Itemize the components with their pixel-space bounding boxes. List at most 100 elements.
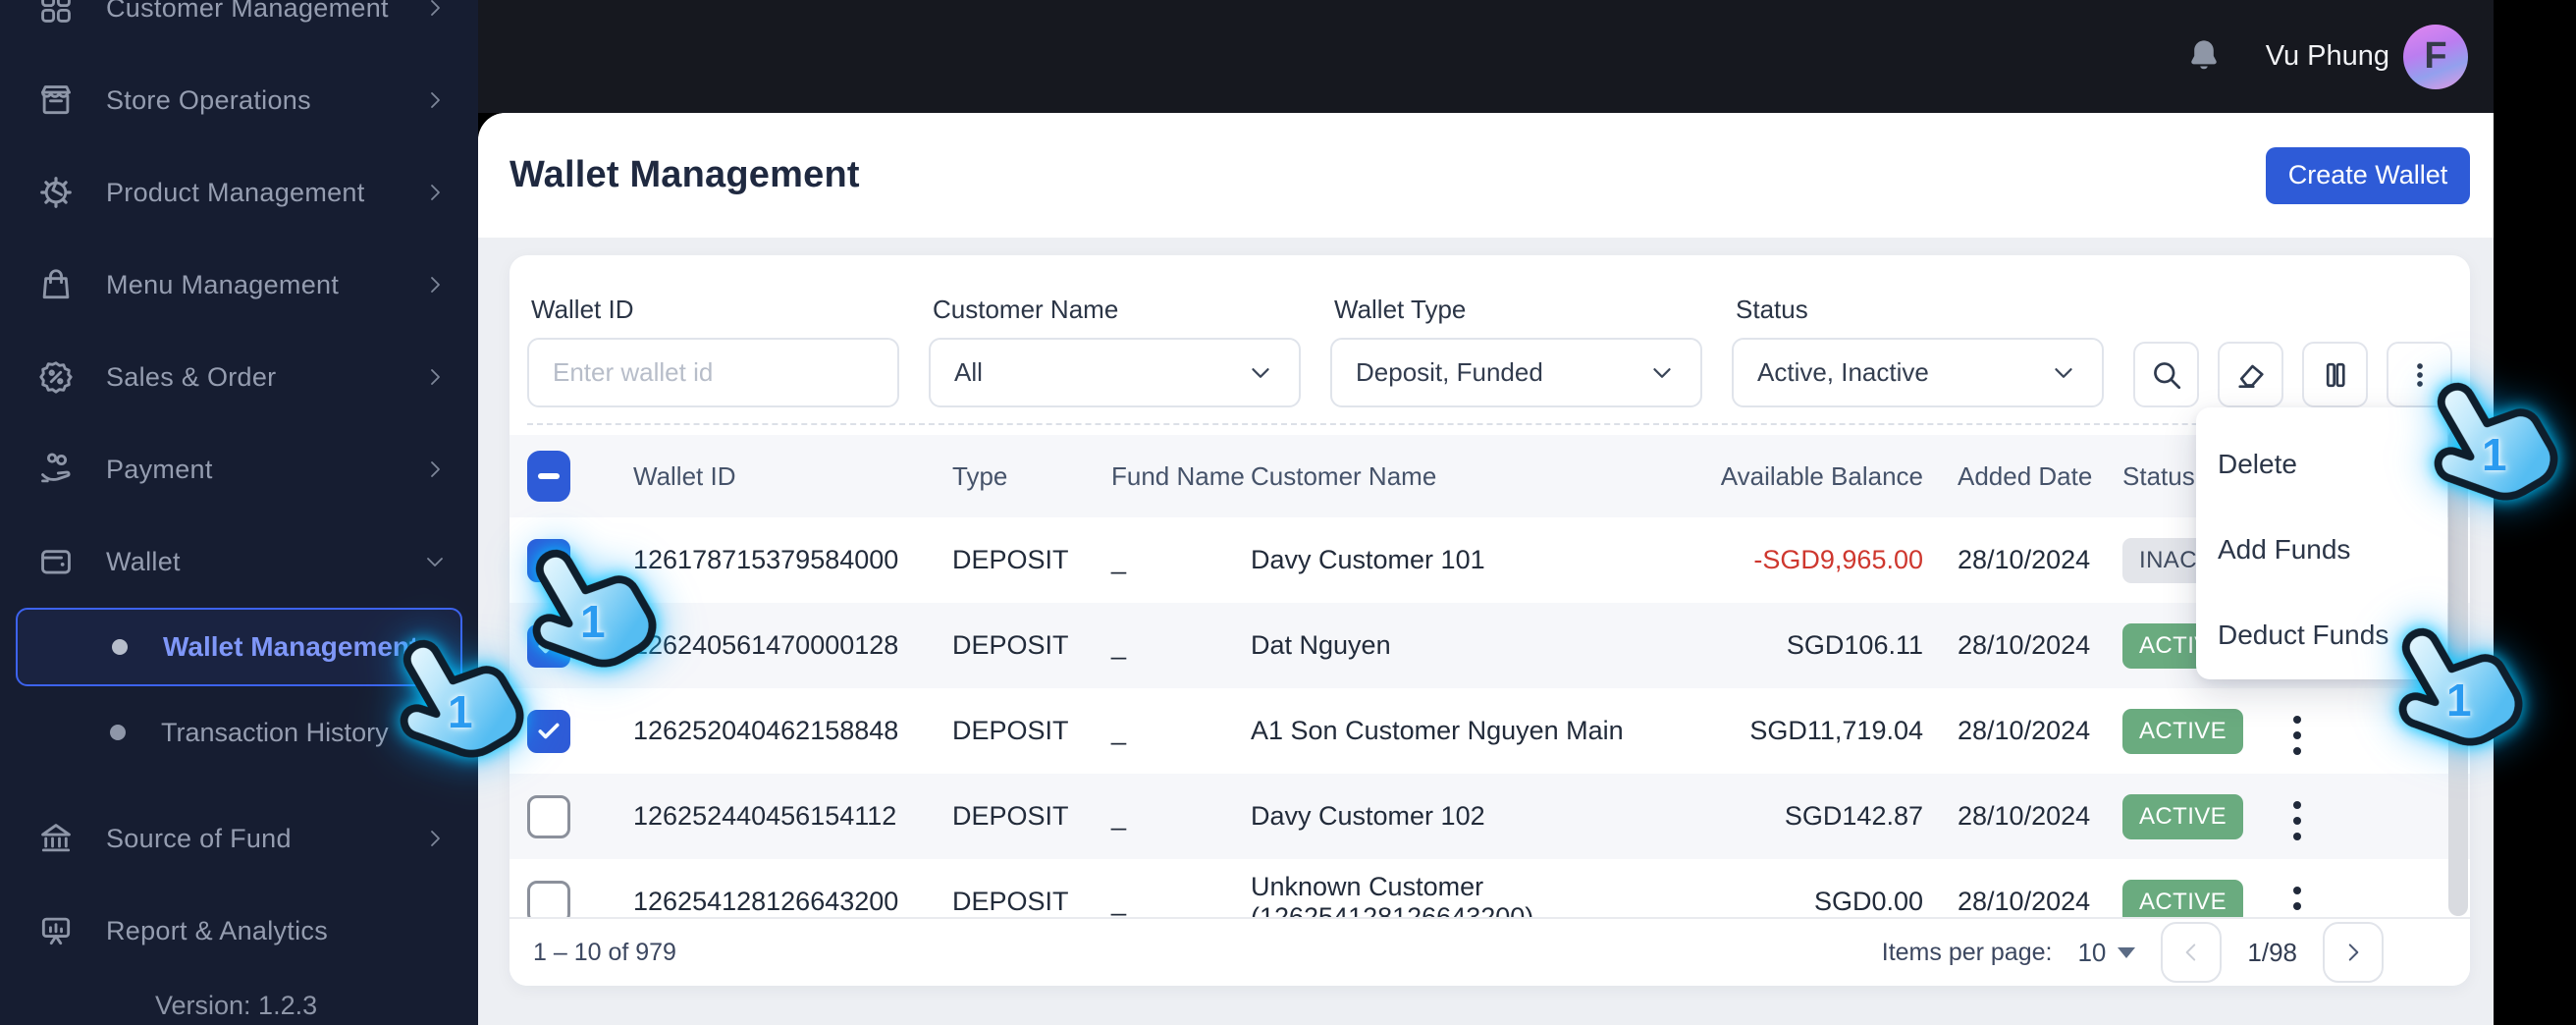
selected-value: Active, Inactive [1757, 357, 1929, 387]
next-page-button[interactable] [2323, 922, 2384, 983]
row-checkbox[interactable] [527, 538, 570, 582]
selected-value: Deposit, Funded [1356, 357, 1543, 387]
cell-type: DEPOSIT [952, 716, 1069, 745]
filter-label: Wallet Type [1334, 295, 1467, 324]
filter-customer-name: Customer Name All [929, 295, 1301, 407]
cell-fund-name: _ [1111, 801, 1127, 831]
select-all-checkbox[interactable] [527, 451, 570, 502]
cell-available-balance: SGD106.11 [1786, 630, 1923, 660]
sidebar-item-customer-management[interactable]: Customer Management [0, 0, 478, 54]
cell-added-date: 28/10/2024 [1958, 801, 2091, 831]
sidebar-item-label: Customer Management [106, 0, 389, 23]
cell-fund-name: _ [1111, 887, 1127, 916]
cell-added-date: 28/10/2024 [1958, 716, 2091, 745]
chevron-right-icon [423, 827, 447, 850]
sidebar-item-wallet[interactable]: Wallet [0, 515, 478, 608]
table-scrollbar[interactable] [2448, 428, 2468, 916]
storefront-icon [37, 81, 75, 119]
table-header-row: Wallet ID Type Fund Name Customer Name A… [510, 435, 2470, 517]
top-bar: Vu Phung F [478, 0, 2494, 113]
cell-available-balance: -SGD9,965.00 [1753, 545, 1923, 574]
sidebar-item-store-operations[interactable]: Store Operations [0, 54, 478, 146]
kebab-icon [2416, 362, 2423, 387]
filter-label: Wallet ID [531, 295, 634, 324]
main-area: Vu Phung F Wallet Management Create Wall… [478, 0, 2494, 1025]
filter-status: Status Active, Inactive [1732, 295, 2104, 407]
user-name[interactable]: Vu Phung [2265, 40, 2389, 72]
menu-item-delete[interactable]: Delete [2218, 448, 2297, 479]
sidebar-item-menu-management[interactable]: Menu Management [0, 239, 478, 331]
cell-added-date: 28/10/2024 [1958, 630, 2091, 660]
cell-customer-name: Davy Customer 102 [1251, 801, 1485, 831]
sidebar-subitem-label: Wallet Management [163, 631, 419, 662]
bullet-icon [110, 725, 126, 740]
create-wallet-button[interactable]: Create Wallet [2266, 146, 2470, 204]
cell-actions [2280, 700, 2450, 763]
sidebar-item-wallet-management[interactable]: Wallet Management [16, 608, 462, 686]
cell-fund-name: _ [1111, 716, 1127, 745]
cell-actions [2280, 785, 2450, 848]
col-added-date: Added Date [1958, 460, 2093, 491]
row-checkbox[interactable] [527, 794, 570, 838]
items-per-page-select[interactable]: 10 [2077, 937, 2136, 968]
cell-status: ACTIVE [2122, 793, 2280, 839]
row-checkbox[interactable] [527, 623, 570, 668]
col-available-balance: Available Balance [1720, 460, 1923, 491]
cell-status: ACTIVE [2122, 708, 2280, 754]
eraser-icon [2237, 364, 2264, 388]
sidebar-item-report-analytics[interactable]: Report & Analytics [0, 885, 478, 977]
header-checkbox-cell [527, 451, 633, 502]
sidebar-item-payment[interactable]: Payment [0, 423, 478, 515]
wallet-icon [37, 543, 75, 580]
row-actions-kebab-icon[interactable] [2280, 879, 2315, 922]
columns-icon [2326, 362, 2345, 387]
columns-button[interactable] [2302, 342, 2368, 407]
sidebar-item-source-of-fund[interactable]: Source of Fund [0, 792, 478, 885]
gear-icon [37, 174, 75, 211]
status-select[interactable]: Active, Inactive [1732, 338, 2104, 407]
filter-toolbar [2133, 342, 2452, 407]
menu-item-deduct-funds[interactable]: Deduct Funds [2218, 619, 2389, 650]
filter-label: Status [1736, 295, 1808, 324]
chevron-right-icon [423, 458, 447, 481]
customer-name-select[interactable]: All [929, 338, 1301, 407]
cell-customer-name: Davy Customer 101 [1251, 545, 1485, 574]
cell-wallet-id: 126252040462158848 [633, 716, 899, 745]
row-actions-kebab-icon[interactable] [2280, 708, 2315, 763]
search-button[interactable] [2133, 342, 2199, 407]
row-actions-kebab-icon[interactable] [2280, 793, 2315, 848]
items-per-page-value: 10 [2077, 937, 2107, 967]
row-checkbox[interactable] [527, 880, 570, 922]
sidebar-item-sales-order[interactable]: Sales & Order [0, 331, 478, 423]
content-panel: Wallet Management Create Wallet Wallet I… [478, 113, 2494, 1025]
avatar[interactable]: F [2403, 24, 2468, 89]
more-actions-button[interactable] [2387, 342, 2452, 407]
menu-item-add-funds[interactable]: Add Funds [2218, 533, 2351, 565]
page-indicator: 1/98 [2247, 937, 2297, 967]
page-header: Wallet Management Create Wallet [478, 113, 2494, 238]
checkbox-cell [527, 880, 633, 922]
sidebar: Customer Management Store Operations Pro… [0, 0, 478, 1025]
prev-page-button[interactable] [2161, 922, 2223, 983]
filter-label: Customer Name [933, 295, 1119, 324]
notifications-bell-icon[interactable] [2183, 36, 2225, 78]
triangle-down-icon [2118, 946, 2136, 958]
wallet-id-input[interactable] [553, 357, 874, 388]
selected-value: All [954, 357, 983, 387]
results-range: 1 – 10 of 979 [533, 938, 676, 966]
sidebar-item-transaction-history[interactable]: Transaction History [0, 686, 478, 779]
status-badge: ACTIVE [2122, 793, 2244, 839]
sidebar-item-product-management[interactable]: Product Management [0, 146, 478, 239]
cell-wallet-id: 126178715379584000 [633, 545, 899, 574]
wallet-table-card: Wallet ID Customer Name All [510, 255, 2470, 986]
sidebar-item-label: Sales & Order [106, 361, 277, 392]
cell-customer-name: Unknown Customer (126254128126643200) [1251, 871, 1534, 923]
row-checkbox[interactable] [527, 709, 570, 753]
checkbox-cell [527, 709, 633, 753]
clear-filters-button[interactable] [2218, 342, 2283, 407]
cell-customer-name: Dat Nguyen [1251, 630, 1391, 660]
app-window: Customer Management Store Operations Pro… [0, 0, 2494, 1025]
sidebar-item-label: Store Operations [106, 84, 311, 115]
chevron-right-icon [423, 88, 447, 112]
wallet-type-select[interactable]: Deposit, Funded [1330, 338, 1702, 407]
